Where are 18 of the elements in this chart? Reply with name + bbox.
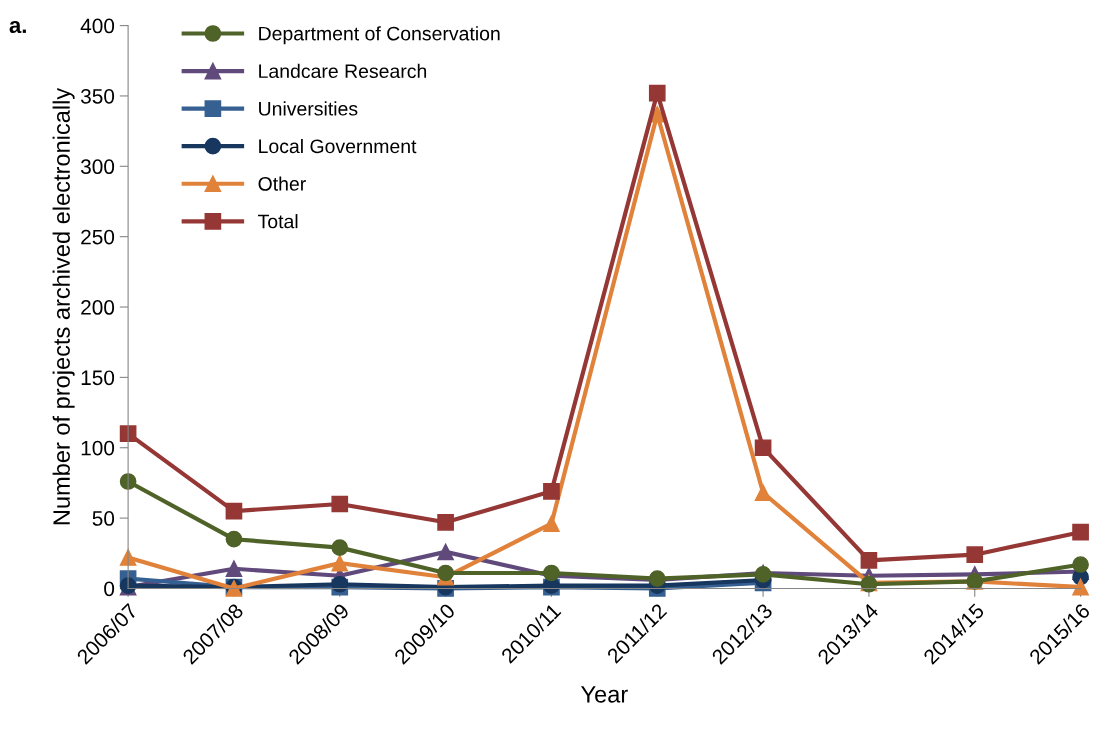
- y-tick-label: 250: [81, 229, 115, 245]
- legend-label: Universities: [259, 101, 358, 116]
- x-axis-title: Year: [581, 686, 628, 703]
- y-tick-label: 200: [81, 300, 115, 315]
- y-tick-label: 400: [80, 18, 115, 34]
- legend-label: Other: [258, 176, 306, 191]
- y-axis-title: Number of projects archived electronically: [52, 87, 75, 525]
- legend-label: Department of Conservation: [259, 26, 500, 45]
- y-tick-label: 300: [80, 159, 115, 175]
- legend-label: Local Government: [259, 138, 417, 154]
- legend-label: Landcare Research: [259, 63, 427, 79]
- y-tick-label: 350: [80, 88, 115, 104]
- y-tick-label: 100: [81, 440, 115, 456]
- legend-label: Total: [258, 214, 298, 229]
- text: a.: [9, 20, 26, 34]
- y-tick-label: 150: [81, 370, 115, 386]
- y-tick-label: 50: [92, 511, 115, 526]
- y-tick-label: 0: [104, 581, 115, 597]
